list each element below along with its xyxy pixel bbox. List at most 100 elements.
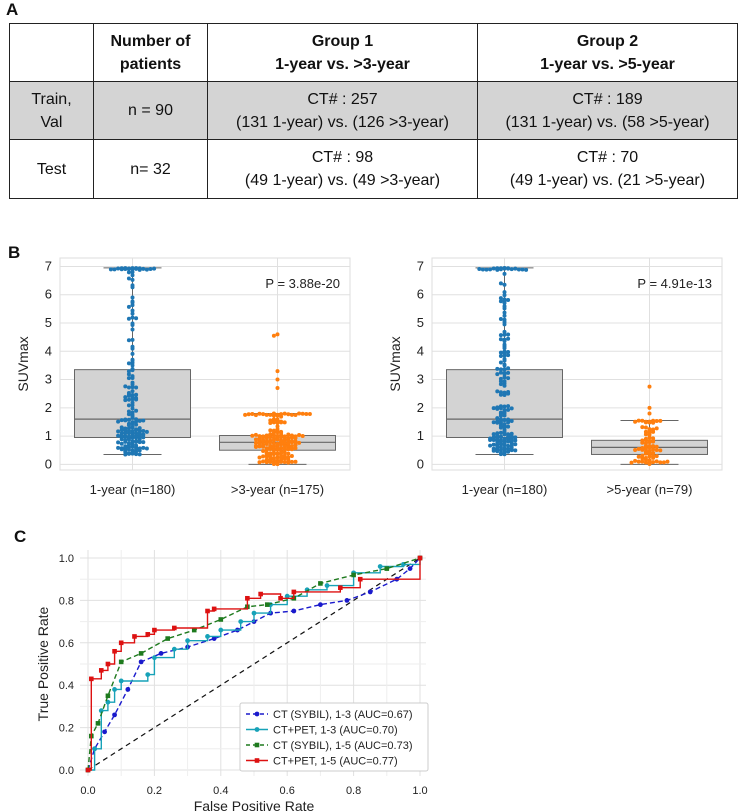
swarm-point <box>268 428 273 433</box>
swarm-point <box>116 429 121 434</box>
swarm-point <box>502 363 507 368</box>
swarm-point <box>137 440 142 445</box>
swarm-point <box>502 266 507 271</box>
swarm-point <box>130 389 135 394</box>
swarm-point <box>261 444 266 449</box>
roc-point <box>152 627 157 633</box>
roc-point <box>125 687 131 692</box>
roc-point <box>238 619 244 624</box>
swarm-point <box>640 459 645 464</box>
swarm-point <box>268 432 273 437</box>
swarm-point <box>498 404 503 409</box>
swarm-point <box>279 414 284 419</box>
swarm-point <box>126 338 131 343</box>
roc-point <box>357 576 363 582</box>
swarm-point <box>297 411 302 416</box>
swarm-point <box>633 447 638 452</box>
swarm-point <box>282 447 287 452</box>
swarm-point <box>261 435 266 440</box>
roc-point <box>218 627 224 633</box>
roc-chart: 0.0 0.2 0.4 0.6 0.8 1.0 0.0 0.2 0.4 0.6 0.8 1.0 Fals… <box>35 550 429 811</box>
swarm-point <box>498 370 503 375</box>
swarm-point <box>633 458 638 463</box>
swarm-point <box>137 448 142 453</box>
swarm-point <box>134 417 139 422</box>
swarm-point <box>640 418 645 423</box>
swarm-point <box>126 276 131 281</box>
swarm-point <box>126 428 131 433</box>
swarm-point <box>141 440 146 445</box>
y-tick-label: 5 <box>417 315 424 330</box>
legend-label: CT (SYBIL), 1-5 (AUC=0.73) <box>273 740 412 752</box>
legend-box <box>239 702 429 772</box>
swarm-point <box>282 411 287 416</box>
swarm-point <box>502 304 507 309</box>
swarm-point <box>257 441 262 446</box>
swarm-point <box>137 426 142 431</box>
swarm-point <box>257 460 262 465</box>
swarm-point <box>495 416 500 421</box>
y-axis-label: SUVmax <box>387 336 403 391</box>
swarm-point <box>134 316 139 321</box>
roc-point <box>338 585 343 590</box>
swarm-point <box>495 372 500 377</box>
table-row: Train, Val n = 90 CT# : 257 (131 1-year) v… <box>9 81 738 140</box>
legend-marker <box>254 742 260 748</box>
swarm-point <box>293 446 298 451</box>
panel-label-c: C <box>14 527 27 546</box>
y-tick-label: 7 <box>45 258 52 273</box>
swarm-point <box>643 457 648 462</box>
swarm-point <box>495 266 500 271</box>
roc-point <box>318 602 323 608</box>
x-tick-label: >3-year (n=175) <box>231 482 324 497</box>
roc-point <box>367 589 373 595</box>
swarm-point <box>126 403 131 408</box>
swarm-point <box>498 448 503 453</box>
y-tick-label: 0 <box>417 456 424 471</box>
x-axis-label: False Positive Rate <box>194 798 315 811</box>
swarm-point <box>643 445 648 450</box>
x-tick-label: 0.0 <box>80 785 95 797</box>
swarm-point <box>130 344 135 349</box>
swarm-point <box>112 267 117 272</box>
swarm-point <box>130 283 135 288</box>
swarm-point <box>116 419 121 424</box>
swarm-point <box>130 395 135 400</box>
swarm-point <box>289 444 294 449</box>
swarm-point <box>123 417 128 422</box>
swarm-point <box>116 445 121 450</box>
roc-point <box>407 566 413 571</box>
swarm-point <box>502 290 507 295</box>
swarm-point <box>134 439 139 444</box>
swarm-point <box>502 322 507 327</box>
swarm-point <box>636 418 641 423</box>
swarm-point <box>123 435 128 440</box>
swarm-point <box>502 342 507 347</box>
legend-marker <box>254 758 260 763</box>
swarm-point <box>130 406 135 411</box>
swarm-point <box>282 420 287 425</box>
swarm-point <box>293 435 298 440</box>
swarm-point <box>289 459 294 464</box>
y-tick-label: 7 <box>417 258 424 273</box>
swarm-point <box>279 440 284 445</box>
swarm-point <box>271 462 276 467</box>
swarm-point <box>271 435 276 440</box>
swarm-point <box>297 432 302 437</box>
swarm-point <box>130 266 135 271</box>
swarm-point <box>640 425 645 430</box>
swarm-point <box>307 411 312 416</box>
group1-cell: CT# : 98 (49 1-year) vs. (49 >3-year) <box>207 139 478 199</box>
swarm-point <box>502 346 507 351</box>
swarm-point <box>119 433 124 438</box>
swarm-point <box>502 332 507 337</box>
swarm-point <box>264 452 269 457</box>
swarm-point <box>498 299 503 304</box>
swarm-point <box>137 266 142 271</box>
y-tick-label: 0 <box>45 456 52 471</box>
swarm-point <box>134 385 139 390</box>
swarm-point <box>126 372 131 377</box>
swarm-point <box>495 439 500 444</box>
swarm-point <box>506 353 511 358</box>
swarm-point <box>502 449 507 454</box>
